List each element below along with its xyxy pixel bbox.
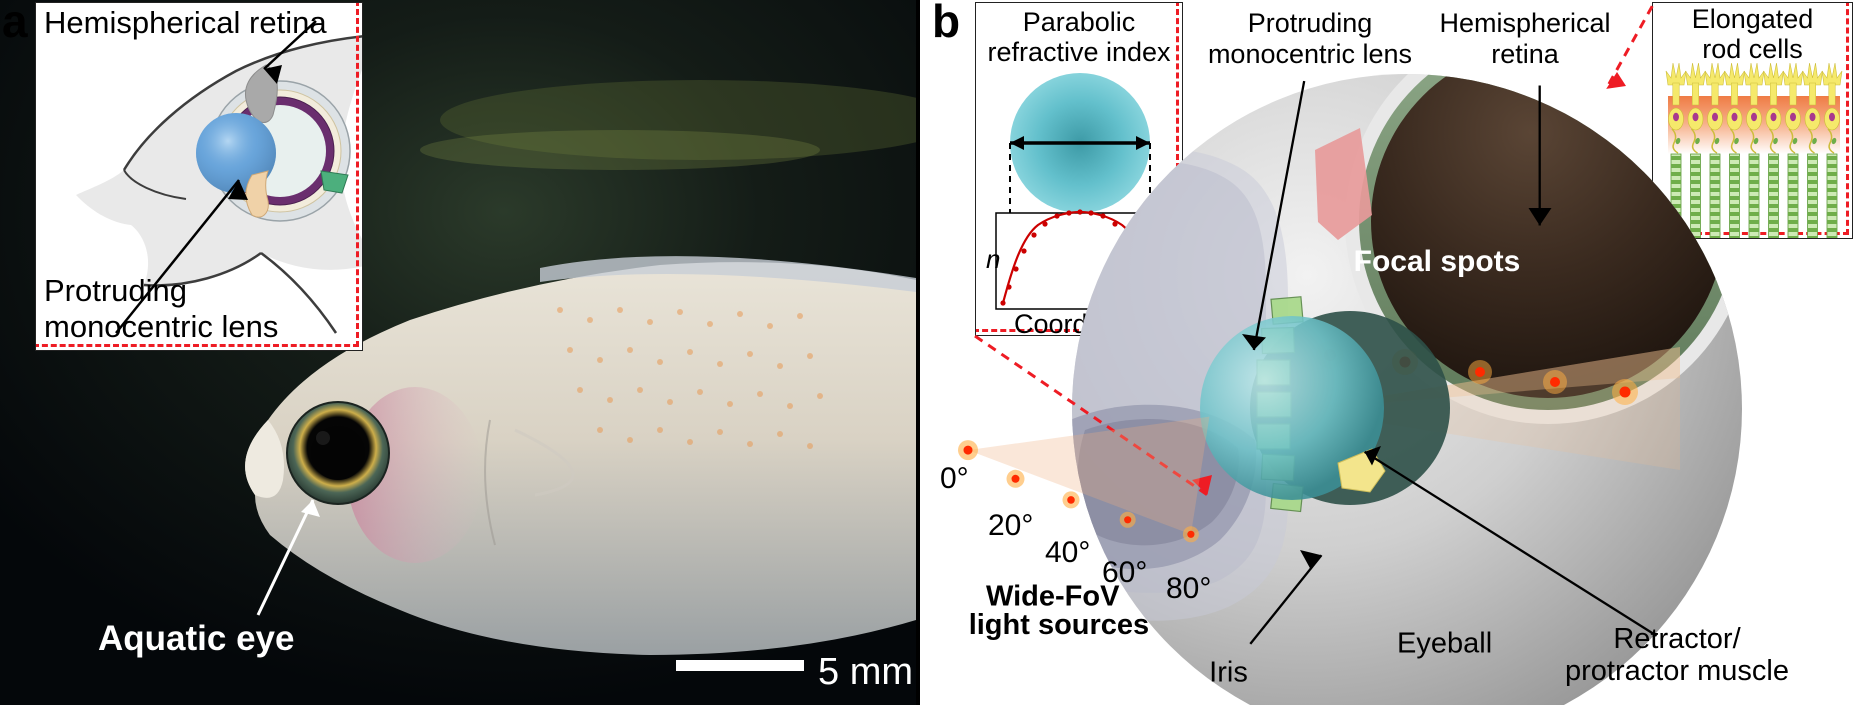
svg-text:5 mm: 5 mm [818, 651, 913, 693]
svg-text:Aquatic eye: Aquatic eye [98, 619, 294, 658]
